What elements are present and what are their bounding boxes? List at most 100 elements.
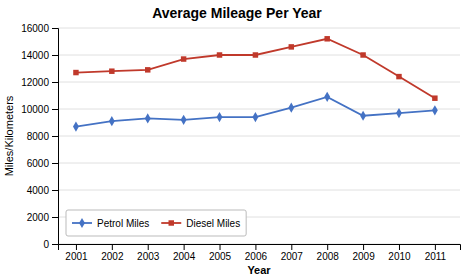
marker: [288, 103, 294, 113]
legend-label: Petrol Miles: [97, 218, 149, 229]
marker: [252, 112, 258, 122]
marker: [145, 67, 150, 72]
line: [76, 97, 435, 127]
x-tick: 2010: [388, 244, 411, 262]
y-tick-mark: [52, 28, 58, 29]
x-tick-mark: [112, 244, 113, 250]
x-axis: 2001 2002 2003 2004 2005 2006 2007 2008 2009 2010…: [59, 244, 461, 262]
y-tick: 2000: [27, 212, 58, 223]
legend-box: [66, 210, 246, 236]
plot: 2001 2002 2003 2004 2005 2006 2007 2008 2009 2010…: [21, 23, 460, 262]
grid-line: [58, 28, 460, 29]
marker: [396, 74, 401, 79]
y-tick: 14000: [21, 50, 58, 61]
x-tick: 2008: [317, 244, 340, 262]
x-tick-label: 2011: [425, 251, 447, 262]
marker: [109, 116, 115, 126]
y-tick: 0: [43, 239, 58, 250]
y-tick-mark: [52, 82, 58, 83]
marker: [360, 52, 365, 57]
x-tick-mark: [184, 244, 185, 250]
marker: [181, 56, 186, 61]
y-axis: 0 2000 4000 6000 8000 10000 12000 14000 16000: [21, 23, 58, 250]
y-axis-line: [52, 29, 59, 245]
x-tick-label: 2008: [317, 251, 340, 262]
legend-marker: [169, 220, 174, 225]
y-tick-label: 16000: [21, 23, 49, 34]
x-tick-label: 2006: [245, 251, 268, 262]
y-tick: 10000: [21, 104, 58, 115]
y-tick-mark: [52, 190, 58, 191]
x-tick-label: 2001: [65, 251, 88, 262]
marker: [324, 92, 330, 102]
x-tick-label: 2003: [137, 251, 160, 262]
x-tick: 2011: [425, 244, 447, 262]
x-tick-mark: [291, 244, 292, 250]
x-tick-label: 2009: [352, 251, 375, 262]
x-tick: 2005: [209, 244, 232, 262]
y-tick-mark: [52, 217, 58, 218]
legend-marker: [79, 218, 85, 228]
y-tick-label: 8000: [27, 131, 50, 142]
y-tick-label: 4000: [27, 185, 50, 196]
y-tick-mark: [52, 109, 58, 110]
x-tick-label: 2002: [101, 251, 124, 262]
x-tick: 2002: [101, 244, 124, 262]
grid-line: [58, 82, 460, 83]
series: [73, 36, 437, 101]
marker: [145, 113, 151, 123]
grid-line: [58, 136, 460, 137]
grid-line: [58, 190, 460, 191]
marks: [73, 36, 438, 132]
y-tick-label: 6000: [27, 158, 50, 169]
x-tick-label: 2010: [388, 251, 411, 262]
y-tick-label: 12000: [21, 77, 49, 88]
legend-entry: Diesel Miles: [161, 218, 240, 229]
x-tick-mark: [363, 244, 364, 250]
marker: [324, 36, 329, 41]
legend: Petrol Miles Diesel Miles: [66, 210, 246, 236]
y-tick-label: 0: [43, 239, 49, 250]
x-tick-mark: [435, 244, 436, 250]
legend-entry: Petrol Miles: [72, 218, 149, 229]
y-tick: 6000: [27, 158, 58, 169]
marker: [109, 68, 114, 73]
x-tick: 2001: [65, 244, 88, 262]
x-tick-mark: [148, 244, 149, 250]
marker: [181, 115, 187, 125]
x-tick-label: 2004: [173, 251, 196, 262]
y-tick-label: 14000: [21, 50, 49, 61]
title: Average Mileage Per Year: [152, 5, 322, 21]
x-tick: 2003: [137, 244, 160, 262]
x-tick: 2004: [173, 244, 196, 262]
marker: [73, 70, 78, 75]
x-tick: 2007: [281, 244, 304, 262]
grid-line: [58, 163, 460, 164]
x-tick-mark: [399, 244, 400, 250]
marker: [73, 121, 79, 131]
marker: [432, 105, 438, 115]
marker: [432, 95, 437, 100]
y-tick-mark: [52, 136, 58, 137]
x-axis-line: [59, 245, 461, 251]
marker: [217, 112, 223, 122]
marker: [289, 44, 294, 49]
x-axis-title: Year: [247, 264, 271, 276]
x-tick-mark: [327, 244, 328, 250]
y-tick-label: 2000: [27, 212, 50, 223]
line: [76, 39, 435, 98]
x-tick-label: 2007: [281, 251, 304, 262]
marker: [217, 52, 222, 57]
x-tick-mark: [220, 244, 221, 250]
marker: [253, 52, 258, 57]
grid: [58, 28, 460, 244]
y-tick: 16000: [21, 23, 58, 34]
x-tick-mark: [255, 244, 256, 250]
x-tick-label: 2005: [209, 251, 232, 262]
y-tick: 12000: [21, 77, 58, 88]
marker: [360, 111, 366, 121]
marker: [396, 108, 402, 118]
x-tick: 2009: [352, 244, 375, 262]
y-tick-label: 10000: [21, 104, 49, 115]
x-tick: 2006: [245, 244, 268, 262]
